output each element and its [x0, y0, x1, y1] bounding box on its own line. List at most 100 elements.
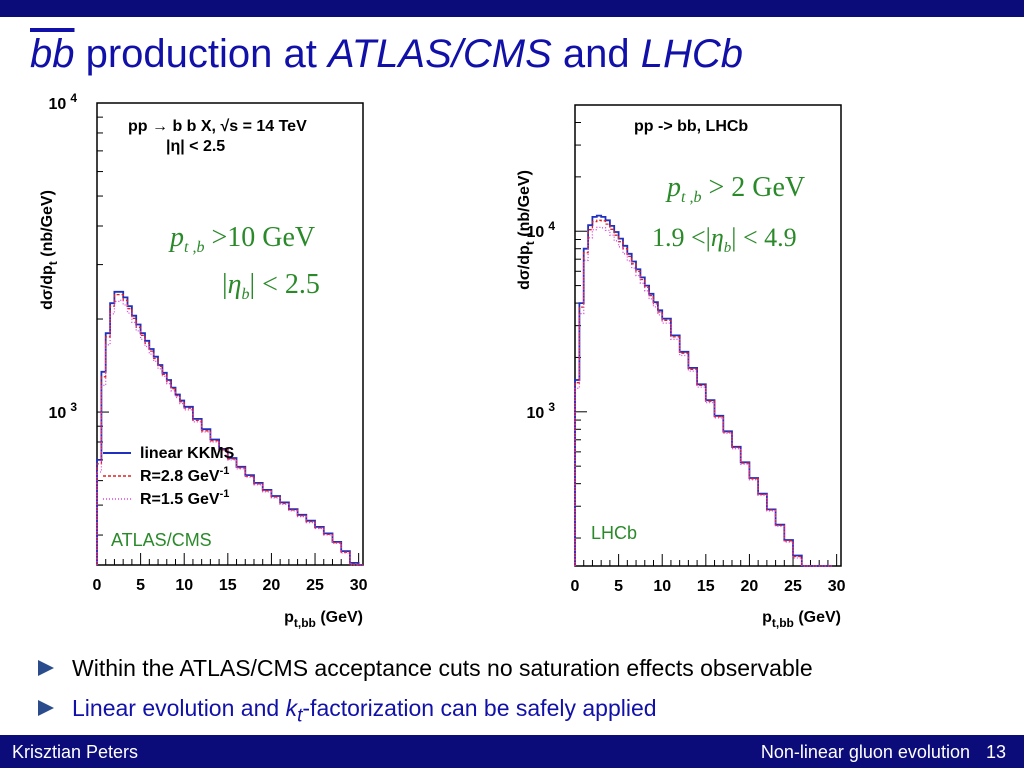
x-axis-label-sub: t,bb [772, 616, 794, 630]
series-line-2 [574, 219, 833, 567]
cut-pt-symbol: p [168, 222, 184, 253]
page-number: 13 [985, 742, 1006, 762]
title-text-1: production at [74, 32, 328, 76]
legend-label-1: linear KKMS [140, 445, 235, 462]
x-tick-label: 10 [653, 578, 671, 595]
cut-pt-rest: >10 GeV [204, 222, 315, 253]
series-line-2 [96, 293, 363, 566]
title-atlas-cms: ATLAS/CMS [328, 32, 552, 76]
x-tick-label: 0 [571, 578, 580, 595]
bullet-triangle-icon [38, 700, 54, 716]
bullet-kt: kt [286, 695, 303, 727]
cut-eta-sub: b [724, 240, 732, 256]
cut-eta-bar-r: | [250, 269, 256, 300]
y-tick-label: 10 3 [49, 400, 78, 422]
legend-label-3-exp: -1 [220, 488, 230, 500]
cut-eta-rest: < 4.9 [737, 223, 797, 252]
x-tick-label: 5 [614, 578, 623, 595]
slide-title: bb production at ATLAS/CMS and LHCb [30, 34, 743, 74]
series-group [96, 290, 363, 566]
x-tick-label: 5 [136, 577, 145, 594]
x-axis-label-main: p [762, 609, 772, 626]
x-axis-label-unit: (GeV) [794, 609, 841, 626]
bullet-text: Within the ATLAS/CMS acceptance cuts no … [72, 655, 813, 681]
x-axis-label-unit: (GeV) [316, 609, 363, 626]
y-axis-label-main: dσ/dp [516, 245, 533, 290]
y-axis-label-unit: (nb/GeV) [39, 190, 56, 261]
bullet-text-post: -factorization can be safely applied [302, 695, 657, 721]
top-bar [0, 0, 1024, 17]
cut-eta-pre: 1.9 < [652, 223, 706, 252]
x-tick-label: 15 [697, 578, 715, 595]
cut-pt-rest: > 2 GeV [701, 172, 805, 203]
y-axis-label-main: dσ/dp [39, 265, 56, 310]
bullet-list: Within the ATLAS/CMS acceptance cuts no … [38, 648, 1018, 737]
cut-eta-sub: b [242, 286, 250, 303]
x-tick-label: 25 [306, 577, 324, 594]
title-bb: bb [30, 32, 75, 76]
cut-pt-sub: t ,b [681, 189, 701, 206]
series-group [574, 214, 833, 567]
y-axis-label: dσ/dpt (nb/GeV) [39, 190, 60, 310]
cut-eta: 1.9 <|ηb| < 4.9 [652, 223, 797, 256]
footer-bar: Krisztian Peters Non-linear gluon evolut… [0, 735, 1024, 768]
cut-pt-sub: t ,b [184, 239, 204, 256]
y-tick-label: 10 3 [527, 400, 556, 422]
y-tick-label: 10 4 [527, 219, 556, 241]
cut-eta-symbol: η [711, 223, 724, 252]
bullet-text-pre: Linear evolution and [72, 695, 286, 721]
cut-eta-bar-l: | [222, 269, 228, 300]
cut-eta-rest: < 2.5 [255, 269, 320, 300]
plot-lhcb: 0 5 10 15 20 25 30 10 3 10 4 pp -> bb, LHCb pt ,b … [516, 104, 846, 630]
x-tick-label: 15 [219, 577, 237, 594]
y-tick-label: 10 4 [49, 91, 78, 113]
cut-eta-bar-l: | [706, 223, 711, 252]
x-axis-label-main: p [284, 609, 294, 626]
cut-eta: |ηb| < 2.5 [222, 269, 320, 303]
legend-label-3-text: R=1.5 GeV [140, 491, 220, 508]
bullet-item: Within the ATLAS/CMS acceptance cuts no … [38, 648, 1018, 688]
legend-label-3: R=1.5 GeV-1 [140, 488, 229, 508]
x-tick-label: 30 [828, 578, 846, 595]
x-tick-label: 20 [263, 577, 281, 594]
title-lhcb: LHCb [640, 32, 743, 76]
x-axis-label: pt,bb (GeV) [762, 609, 841, 630]
series-line-3 [96, 299, 363, 566]
y-axis-label-unit: (nb/GeV) [516, 170, 533, 241]
cut-pt-symbol: p [665, 172, 681, 203]
y-axis-label: dσ/dpt (nb/GeV) [516, 170, 537, 290]
footer-right: Non-linear gluon evolution 13 [761, 742, 1006, 763]
y-axis-label-sub: t [46, 261, 60, 265]
footer-topic: Non-linear gluon evolution [760, 742, 970, 762]
x-axis-label-sub: t,bb [294, 616, 316, 630]
x-tick-label: 10 [175, 577, 193, 594]
x-tick-label: 20 [741, 578, 759, 595]
plot-atlas-cms: 0 5 10 15 20 25 30 10 3 10 4 pp → b b X, √s = 14 T… [39, 91, 368, 630]
x-tick-label: 30 [350, 577, 368, 594]
cut-eta-bar-r: | [731, 223, 736, 252]
footer-author: Krisztian Peters [12, 742, 139, 762]
header-line-2: |η| < 2.5 [166, 138, 225, 155]
x-tick-label: 0 [93, 577, 102, 594]
legend: linear KKMS R=2.8 GeV-1 R=1.5 GeV-1 [103, 445, 235, 508]
series-line-1 [574, 214, 833, 567]
cut-pt: pt ,b > 2 GeV [665, 172, 805, 206]
bullet-t: t [297, 705, 303, 727]
header-line-1: pp → b b X, √s = 14 TeV [128, 118, 307, 135]
legend-label-2-exp: -1 [220, 465, 230, 477]
legend-label-2: R=2.8 GeV-1 [140, 465, 229, 485]
header-line-1: pp -> bb, LHCb [634, 118, 748, 135]
plot-tag: ATLAS/CMS [111, 530, 212, 550]
title-text-2: and [551, 32, 641, 76]
plot-tag: LHCb [591, 523, 637, 543]
x-tick-label: 25 [784, 578, 802, 595]
bullet-triangle-icon [38, 660, 54, 676]
bullet-item: Linear evolution and kt-factorization ca… [38, 688, 1018, 737]
legend-label-2-text: R=2.8 GeV [140, 468, 220, 485]
x-axis-label: pt,bb (GeV) [284, 609, 363, 630]
cut-pt: pt ,b >10 GeV [168, 222, 315, 256]
y-axis-label-sub: t [523, 241, 537, 245]
